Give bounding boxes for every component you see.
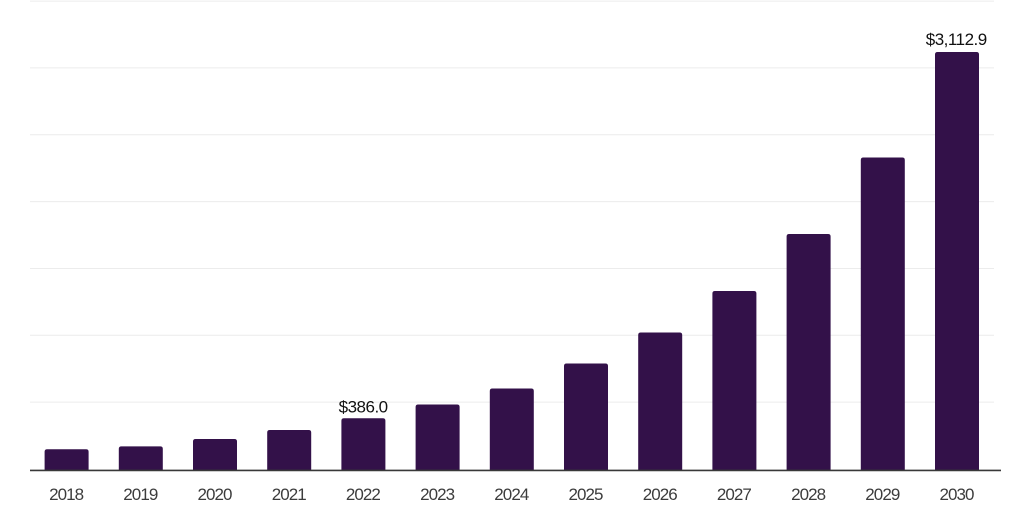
svg-text:2021: 2021 <box>272 485 307 504</box>
svg-text:$3,112.9: $3,112.9 <box>926 30 988 49</box>
svg-text:2030: 2030 <box>940 485 975 504</box>
svg-text:2029: 2029 <box>865 485 900 504</box>
svg-text:2019: 2019 <box>123 485 158 504</box>
svg-text:2028: 2028 <box>791 485 826 504</box>
svg-text:2025: 2025 <box>569 485 604 504</box>
svg-text:2027: 2027 <box>717 485 752 504</box>
svg-text:2024: 2024 <box>494 485 529 504</box>
svg-text:2022: 2022 <box>346 485 381 504</box>
svg-text:$386.0: $386.0 <box>339 397 389 416</box>
svg-text:2023: 2023 <box>420 485 455 504</box>
svg-text:2020: 2020 <box>198 485 233 504</box>
svg-text:2018: 2018 <box>49 485 84 504</box>
svg-text:2026: 2026 <box>643 485 678 504</box>
